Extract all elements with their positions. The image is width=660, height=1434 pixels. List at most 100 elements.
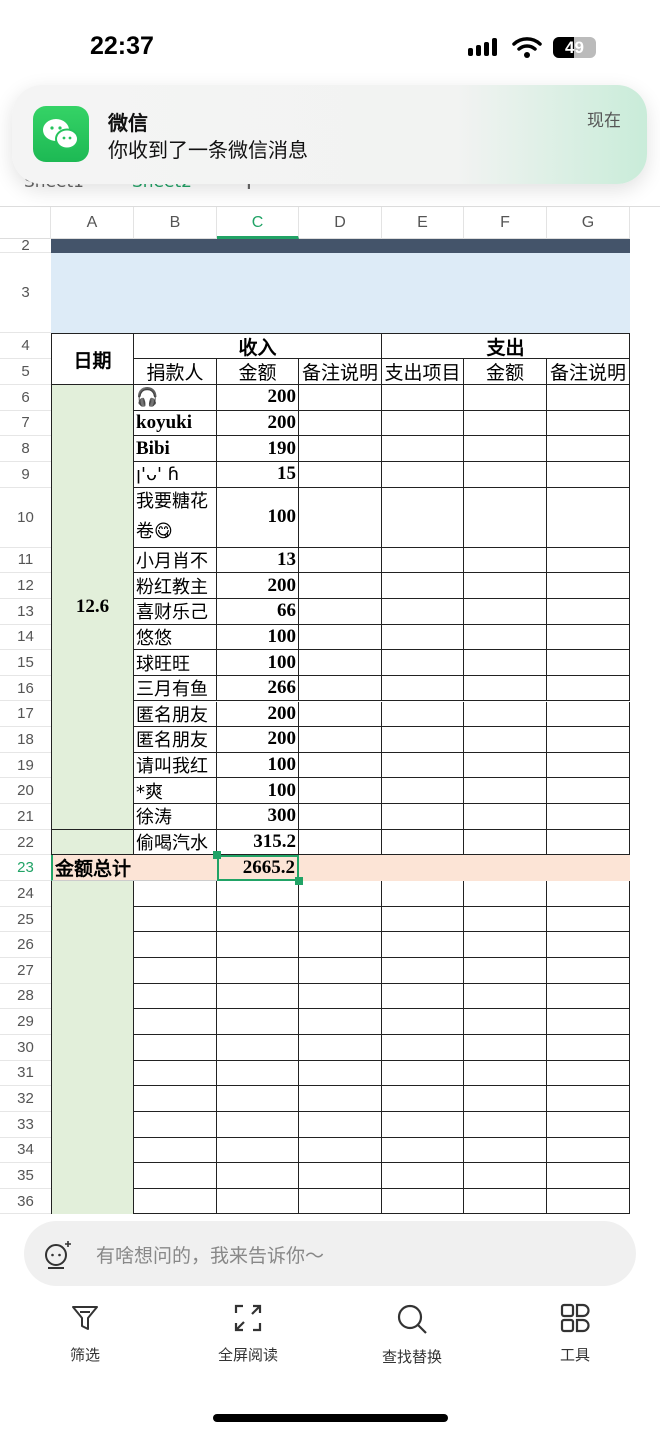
donor-cell[interactable]: 喜财乐己	[134, 598, 217, 625]
empty-cell[interactable]	[464, 1009, 547, 1035]
empty-cell[interactable]	[547, 410, 630, 437]
empty-cell[interactable]	[299, 598, 382, 625]
empty-cell[interactable]	[299, 752, 382, 779]
total-value-cell-selected[interactable]: 2665.2	[217, 855, 299, 882]
empty-cell[interactable]	[382, 1111, 464, 1138]
empty-cell[interactable]	[464, 804, 547, 830]
date-cell-empty[interactable]	[51, 958, 134, 984]
empty-cell[interactable]	[382, 598, 464, 625]
empty-cell[interactable]	[547, 1034, 630, 1061]
row-header-24[interactable]: 24	[0, 881, 51, 907]
empty-cell[interactable]	[464, 701, 547, 728]
empty-cell[interactable]	[464, 881, 547, 907]
empty-cell[interactable]	[217, 1086, 299, 1112]
empty-cell[interactable]	[299, 1009, 382, 1035]
empty-cell[interactable]	[217, 906, 299, 933]
empty-cell[interactable]	[547, 1188, 630, 1215]
empty-cell[interactable]	[547, 1163, 630, 1189]
row-header-26[interactable]: 26	[0, 932, 51, 958]
column-header-D[interactable]: D	[299, 207, 382, 239]
empty-cell[interactable]	[382, 1034, 464, 1061]
donor-cell[interactable]: 徐涛	[134, 804, 217, 830]
empty-cell[interactable]	[134, 983, 217, 1010]
date-cell-empty[interactable]	[51, 829, 134, 856]
donor-cell[interactable]: koyuki	[134, 410, 217, 437]
amount-cell[interactable]: 300	[217, 804, 299, 830]
amount-cell[interactable]: 100	[217, 778, 299, 805]
amount-cell[interactable]: 100	[217, 650, 299, 676]
empty-cell[interactable]	[382, 906, 464, 933]
empty-cell[interactable]	[547, 650, 630, 676]
empty-cell[interactable]	[464, 436, 547, 462]
donor-cell[interactable]: 粉红教主	[134, 573, 217, 599]
empty-cell[interactable]	[382, 547, 464, 574]
empty-cell[interactable]	[299, 461, 382, 488]
find-replace-button[interactable]: 查找替换	[352, 1302, 472, 1367]
empty-cell[interactable]	[299, 1034, 382, 1061]
empty-cell[interactable]	[299, 778, 382, 805]
empty-cell[interactable]	[547, 958, 630, 984]
row-header-34[interactable]: 34	[0, 1138, 51, 1164]
empty-cell[interactable]	[217, 958, 299, 984]
filter-button[interactable]: 筛选	[25, 1302, 145, 1365]
empty-cell[interactable]	[134, 1009, 217, 1035]
donor-cell[interactable]: 匿名朋友	[134, 727, 217, 753]
empty-cell[interactable]	[299, 624, 382, 651]
empty-cell[interactable]	[217, 932, 299, 958]
empty-cell[interactable]	[464, 1086, 547, 1112]
date-cell-empty[interactable]	[51, 1137, 134, 1164]
column-header-F[interactable]: F	[464, 207, 547, 239]
wechat-notification[interactable]: 微信 你收到了一条微信消息 现在	[12, 85, 647, 184]
row-header-20[interactable]: 20	[0, 778, 51, 805]
donor-cell[interactable]: *爽	[134, 778, 217, 805]
empty-cell[interactable]	[464, 598, 547, 625]
date-cell-empty[interactable]	[51, 1086, 134, 1112]
donor-cell[interactable]: 🎧	[134, 385, 217, 411]
empty-cell[interactable]	[299, 1163, 382, 1189]
empty-cell[interactable]	[547, 727, 630, 753]
empty-cell[interactable]	[547, 804, 630, 830]
row-header-23[interactable]: 23	[0, 855, 51, 882]
empty-cell[interactable]	[134, 1137, 217, 1164]
empty-cell[interactable]	[217, 983, 299, 1010]
column-header-B[interactable]: B	[134, 207, 217, 239]
date-cell-empty[interactable]	[51, 1009, 134, 1035]
empty-cell[interactable]	[464, 727, 547, 753]
date-cell-empty[interactable]	[51, 1163, 134, 1189]
empty-cell[interactable]	[299, 1137, 382, 1164]
empty-cell[interactable]	[382, 1163, 464, 1189]
row-header-18[interactable]: 18	[0, 727, 51, 753]
empty-cell[interactable]	[299, 1060, 382, 1087]
row-header-13[interactable]: 13	[0, 599, 51, 625]
date-cell[interactable]: 12.6	[51, 385, 134, 830]
empty-cell[interactable]	[299, 701, 382, 728]
empty-cell[interactable]	[217, 1060, 299, 1087]
empty-cell[interactable]	[547, 598, 630, 625]
empty-cell[interactable]	[382, 829, 464, 856]
empty-cell[interactable]	[464, 624, 547, 651]
empty-cell[interactable]	[217, 1188, 299, 1215]
empty-cell[interactable]	[547, 1086, 630, 1112]
row-header-7[interactable]: 7	[0, 411, 51, 437]
empty-cell[interactable]	[547, 778, 630, 805]
row-header-29[interactable]: 29	[0, 1009, 51, 1035]
column-header-A[interactable]: A	[51, 207, 134, 239]
row-header-19[interactable]: 19	[0, 753, 51, 779]
empty-cell[interactable]	[299, 547, 382, 574]
date-cell-empty[interactable]	[51, 1111, 134, 1138]
empty-cell[interactable]	[217, 1137, 299, 1164]
empty-cell[interactable]	[382, 1137, 464, 1164]
empty-cell[interactable]	[382, 650, 464, 676]
empty-cell[interactable]	[547, 1009, 630, 1035]
row-header-28[interactable]: 28	[0, 984, 51, 1010]
empty-cell[interactable]	[547, 752, 630, 779]
empty-cell[interactable]	[299, 1111, 382, 1138]
home-indicator[interactable]	[213, 1414, 448, 1422]
row-header-22[interactable]: 22	[0, 830, 51, 856]
empty-cell[interactable]	[382, 487, 464, 548]
column-header-C[interactable]: C	[217, 207, 299, 239]
empty-cell[interactable]	[464, 752, 547, 779]
ai-assistant-input[interactable]: 有啥想问的，我来告诉你～	[24, 1221, 636, 1286]
empty-cell[interactable]	[134, 958, 217, 984]
amount-cell[interactable]: 266	[217, 675, 299, 702]
